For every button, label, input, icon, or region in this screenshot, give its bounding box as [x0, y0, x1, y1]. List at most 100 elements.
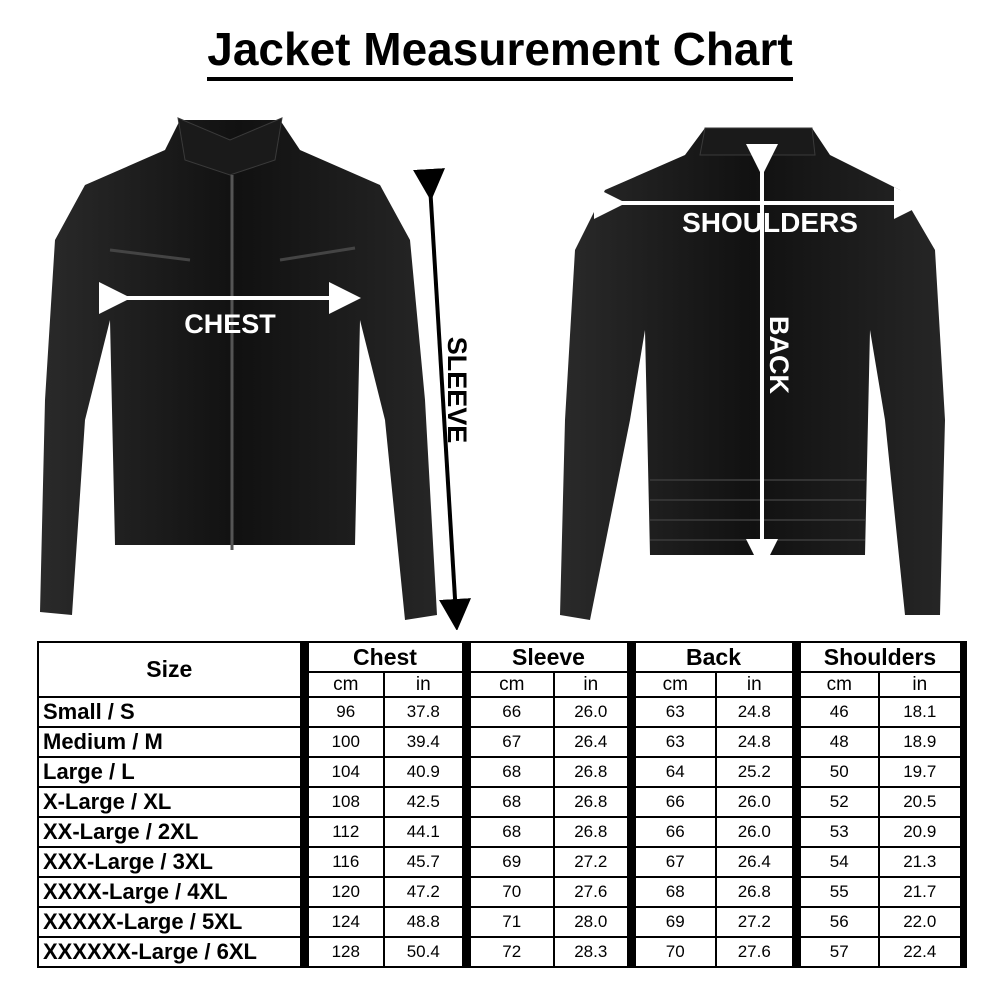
measurement-cell: 67	[626, 846, 717, 878]
measurement-cell: 48	[791, 726, 880, 758]
measurement-cell: 69	[626, 906, 717, 938]
measurement-cell: 68	[461, 756, 555, 788]
measurement-cell: 39.4	[383, 726, 467, 758]
measurement-cell: 112	[299, 816, 385, 848]
measurement-cell: 108	[299, 786, 385, 818]
measurement-cell: 54	[791, 846, 880, 878]
measurement-cell: 26.0	[553, 696, 632, 728]
measurement-cell: 46	[791, 696, 880, 728]
measurement-cell: 70	[461, 876, 555, 908]
measurement-cell: 24.8	[715, 726, 797, 758]
unit-in: in	[878, 671, 967, 698]
measurement-cell: 63	[626, 696, 717, 728]
measurement-cell: 64	[626, 756, 717, 788]
measurement-cell: 44.1	[383, 816, 467, 848]
measurement-cell: 26.8	[553, 816, 632, 848]
unit-in: in	[553, 671, 632, 698]
measurement-cell: 47.2	[383, 876, 467, 908]
size-cell: Large / L	[37, 756, 305, 788]
group-back: Back	[626, 641, 797, 673]
group-sleeve: Sleeve	[461, 641, 632, 673]
jacket-images: CHEST SLEEVE SHOULDERS BACK	[40, 117, 945, 630]
back-label: BACK	[764, 316, 794, 394]
measurement-cell: 20.9	[878, 816, 967, 848]
measurement-cell: 72	[461, 936, 555, 968]
measurement-cell: 120	[299, 876, 385, 908]
measurement-cell: 26.8	[553, 786, 632, 818]
measurement-cell: 70	[626, 936, 717, 968]
unit-cm: cm	[461, 671, 555, 698]
measurement-cell: 20.5	[878, 786, 967, 818]
table-row: Small / S 96 37.8 66 26.0 63 24.8 46 18.1	[37, 696, 967, 728]
unit-in: in	[383, 671, 467, 698]
page-title: Jacket Measurement Chart	[0, 22, 1000, 81]
size-cell: Small / S	[37, 696, 305, 728]
measurement-cell: 28.0	[553, 906, 632, 938]
table-row: Medium / M 100 39.4 67 26.4 63 24.8 48 18.9	[37, 726, 967, 758]
table-row: XXXX-Large / 4XL 120 47.2 70 27.6 68 26.8 55 21.…	[37, 876, 967, 908]
measurement-cell: 18.9	[878, 726, 967, 758]
measurement-cell: 100	[299, 726, 385, 758]
group-chest: Chest	[299, 641, 467, 673]
measurement-cell: 116	[299, 846, 385, 878]
size-cell: Medium / M	[37, 726, 305, 758]
table-row: XXXXX-Large / 5XL 124 48.8 71 28.0 69 27.2 56 22…	[37, 906, 967, 938]
size-cell: XXXXXX-Large / 6XL	[37, 936, 305, 968]
unit-cm: cm	[791, 671, 880, 698]
front-jacket-image: CHEST SLEEVE	[40, 117, 472, 630]
group-shoulders: Shoulders	[791, 641, 967, 673]
measurement-cell: 55	[791, 876, 880, 908]
table-unit-header: cm in cm in cm in cm in	[38, 671, 967, 698]
table-row: XXX-Large / 3XL 116 45.7 69 27.2 67 26.4 54 21.3	[37, 846, 967, 878]
measurement-cell: 21.7	[878, 876, 967, 908]
sleeve-arrow	[413, 168, 472, 630]
measurement-cell: 48.8	[383, 906, 467, 938]
measurement-cell: 25.2	[715, 756, 797, 788]
measurement-cell: 50.4	[383, 936, 467, 968]
measurement-cell: 52	[791, 786, 880, 818]
measurement-cell: 27.2	[715, 906, 797, 938]
measurement-cell: 68	[626, 876, 717, 908]
measurement-cell: 37.8	[383, 696, 467, 728]
measurement-cell: 42.5	[383, 786, 467, 818]
table-group-header: Size Chest Sleeve Back Shoulders	[37, 641, 967, 698]
measurement-cell: 56	[791, 906, 880, 938]
measurement-cell: 27.6	[553, 876, 632, 908]
measurement-cell: 67	[461, 726, 555, 758]
measurement-cell: 66	[626, 786, 717, 818]
size-cell: XXXX-Large / 4XL	[37, 876, 305, 908]
unit-in: in	[715, 671, 797, 698]
measurement-cell: 53	[791, 816, 880, 848]
measurement-cell: 50	[791, 756, 880, 788]
measurement-cell: 19.7	[878, 756, 967, 788]
measurement-cell: 26.4	[553, 726, 632, 758]
shoulders-label: SHOULDERS	[682, 207, 858, 238]
measurement-cell: 68	[461, 786, 555, 818]
size-cell: XXXXX-Large / 5XL	[37, 906, 305, 938]
measurement-cell: 40.9	[383, 756, 467, 788]
table-row: XXXXXX-Large / 6XL 128 50.4 72 28.3 70 27.6 57 2…	[37, 936, 967, 968]
chest-label: CHEST	[184, 309, 276, 339]
size-header: Size	[37, 641, 305, 698]
measurement-cell: 18.1	[878, 696, 967, 728]
measurement-cell: 128	[299, 936, 385, 968]
measurement-cell: 22.0	[878, 906, 967, 938]
measurement-cell: 66	[461, 696, 555, 728]
back-jacket-image: SHOULDERS BACK	[560, 127, 945, 620]
measurement-cell: 124	[299, 906, 385, 938]
measurement-cell: 21.3	[878, 846, 967, 878]
measurement-cell: 24.8	[715, 696, 797, 728]
measurement-cell: 28.3	[553, 936, 632, 968]
size-cell: XX-Large / 2XL	[37, 816, 305, 848]
measurement-cell: 26.0	[715, 786, 797, 818]
size-table: Size Chest Sleeve Back Shoulders cm in c…	[37, 641, 967, 968]
measurement-cell: 57	[791, 936, 880, 968]
measurement-cell: 104	[299, 756, 385, 788]
measurement-cell: 63	[626, 726, 717, 758]
measurement-cell: 96	[299, 696, 385, 728]
measurement-cell: 69	[461, 846, 555, 878]
measurement-cell: 26.0	[715, 816, 797, 848]
table-row: XX-Large / 2XL 112 44.1 68 26.8 66 26.0 53 20.9	[37, 816, 967, 848]
measurement-cell: 27.6	[715, 936, 797, 968]
unit-cm: cm	[299, 671, 385, 698]
